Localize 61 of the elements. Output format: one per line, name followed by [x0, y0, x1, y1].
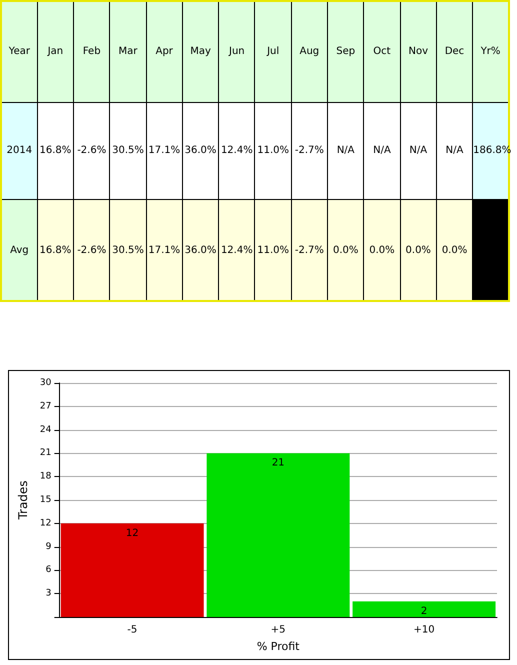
text: -2.6% — [77, 244, 106, 256]
text: N/A — [409, 145, 428, 156]
x-tick-label: +10 — [414, 624, 435, 636]
category-label: Dec — [436, 1, 473, 102]
text: N/A — [446, 145, 464, 156]
category-label: Aug — [291, 1, 328, 102]
y-tick-label: 9 — [46, 542, 52, 552]
y-tick-label: 18 — [40, 472, 52, 482]
y-axis-title: Trades — [16, 480, 30, 521]
data-label: 12 — [126, 528, 139, 539]
y-tick-label: 21 — [40, 448, 52, 458]
text: 0.0% — [332, 244, 358, 256]
y-tick-label: 3 — [46, 588, 52, 599]
data-label: 21 — [272, 458, 285, 469]
category-label: Jan — [37, 1, 74, 102]
text: N/A — [373, 145, 391, 156]
category-label: May — [182, 1, 219, 102]
category-label: Jun — [218, 1, 255, 102]
category-label: Jul — [254, 1, 292, 102]
category-label: Feb — [74, 1, 110, 102]
category-label: 2014 — [6, 145, 32, 156]
category-label: Sep — [328, 1, 364, 102]
text: 12.4% — [220, 145, 253, 156]
y-tick-label: 6 — [46, 565, 52, 576]
text: -2.6% — [77, 145, 106, 156]
category-label: Year — [1, 1, 38, 102]
category-label: Avg — [10, 244, 29, 256]
text: 0.0% — [369, 244, 395, 256]
bar — [60, 523, 204, 617]
data-label: 2 — [420, 606, 428, 617]
text: 36.0% — [184, 244, 216, 256]
text: 11.0% — [257, 145, 289, 156]
bar — [206, 453, 350, 617]
text: 17.1% — [148, 244, 180, 256]
y-tick-label: 24 — [40, 424, 52, 435]
y-tick-label: 15 — [40, 495, 52, 505]
text: 30.5% — [112, 244, 144, 256]
text: N/A — [336, 145, 355, 156]
text: 11.0% — [257, 244, 289, 256]
text: 17.1% — [148, 145, 180, 156]
category-label: Oct — [364, 1, 400, 102]
text: 30.5% — [112, 145, 144, 156]
text: 12.4% — [220, 244, 253, 256]
y-tick-label: 30 — [40, 378, 52, 388]
text: 0.0% — [406, 244, 431, 256]
x-tick-label: -5 — [127, 624, 138, 636]
category-label: Nov — [400, 1, 436, 102]
category-label: Mar — [110, 1, 146, 102]
category-label: Yr% — [472, 1, 509, 102]
category-label: Apr — [146, 1, 182, 102]
text: 0.0% — [442, 244, 468, 256]
y-tick-label: 12 — [40, 518, 52, 528]
bar — [352, 601, 496, 617]
x-axis-title: % Profit — [256, 640, 300, 653]
y-tick-label: 27 — [40, 401, 52, 412]
x-tick-label: +5 — [270, 624, 286, 636]
text: 36.0% — [184, 145, 216, 156]
text: -2.7% — [294, 244, 324, 256]
text: -2.7% — [294, 145, 324, 156]
text: 16.8% — [40, 145, 72, 156]
text: 16.8% — [40, 244, 72, 256]
